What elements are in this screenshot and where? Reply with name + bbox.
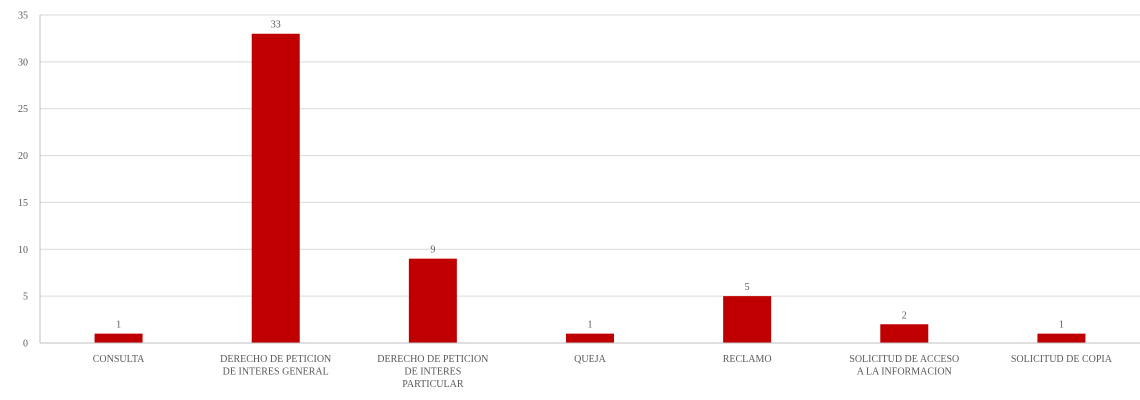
y-tick-label: 30	[18, 57, 28, 68]
x-tick-label: DE INTERES	[404, 367, 461, 378]
x-tick-label: RECLAMO	[723, 354, 772, 365]
y-tick-label: 20	[18, 151, 28, 162]
data-label: 33	[271, 20, 281, 31]
data-label: 1	[588, 320, 593, 331]
bar	[723, 296, 772, 343]
x-tick-label: DERECHO DE PETICION	[377, 354, 488, 365]
x-axis: CONSULTA DERECHO DE PETICION DE INTERES GE…	[40, 342, 1140, 390]
bar	[1037, 333, 1086, 343]
bar	[880, 324, 929, 343]
data-label: 1	[1059, 320, 1064, 331]
x-tick-label: DE INTERES GENERAL	[223, 367, 329, 378]
bar	[251, 33, 300, 343]
x-tick-label: CONSULTA	[93, 354, 145, 365]
x-tick-label: SOLICITUD DE ACCESO	[849, 354, 959, 365]
y-axis: 0 5 10 15 20 25 30 35	[18, 11, 41, 350]
y-tick-label: 25	[18, 104, 28, 115]
y-tick-label: 35	[18, 11, 28, 22]
bars	[94, 33, 1086, 343]
data-label: 1	[116, 320, 121, 331]
data-label: 9	[430, 245, 435, 256]
y-tick-label: 15	[18, 198, 28, 209]
bar	[566, 333, 614, 343]
data-label: 2	[902, 310, 907, 321]
gridlines	[40, 14, 1140, 297]
bar	[408, 258, 457, 343]
data-label: 5	[745, 282, 750, 293]
y-tick-label: 0	[23, 339, 28, 350]
x-tick-label: PARTICULAR	[402, 379, 464, 390]
data-labels: 1 33 9 1 5 2 1	[116, 20, 1064, 331]
x-tick-label: DERECHO DE PETICION	[220, 354, 331, 365]
y-tick-label: 5	[23, 292, 28, 303]
x-tick-label: QUEJA	[574, 354, 606, 365]
x-tick-label: SOLICITUD DE COPIA	[1011, 354, 1113, 365]
x-tick-label: A LA INFORMACION	[857, 367, 952, 378]
y-tick-label: 10	[18, 245, 28, 256]
bar	[94, 333, 143, 343]
